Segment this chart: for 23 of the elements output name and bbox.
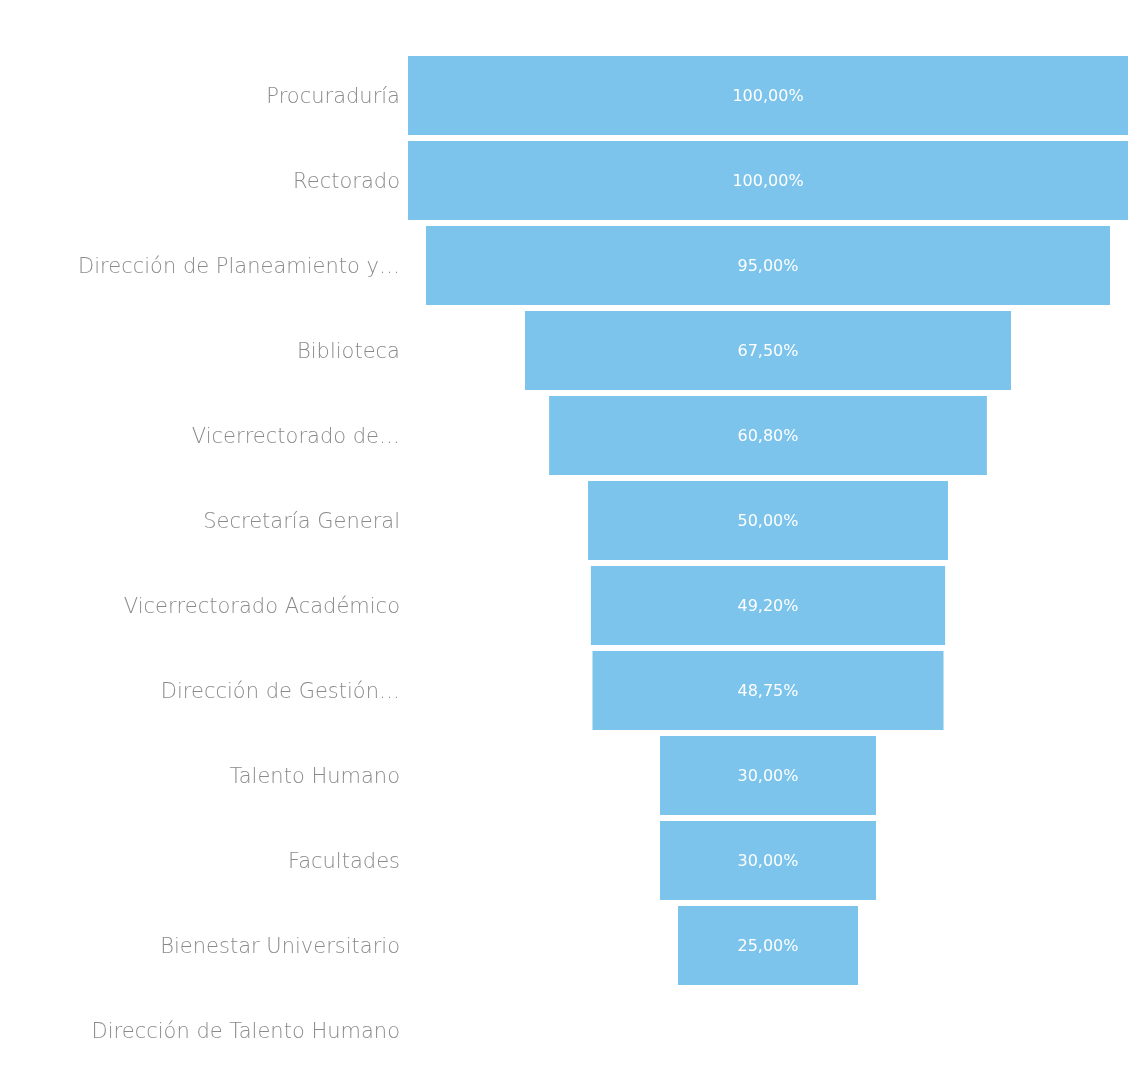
category-label: Secretaría General	[203, 508, 400, 533]
category-label: Dirección de Planeamiento y…	[78, 253, 400, 278]
category-label: Dirección de Gestión…	[160, 678, 400, 703]
category-label: Procuraduría	[266, 83, 400, 108]
data-label: 30,00%	[737, 851, 799, 870]
category-label: Talento Humano	[229, 763, 400, 788]
category-label: Rectorado	[293, 168, 400, 193]
category-label: Dirección de Talento Humano	[91, 1018, 400, 1043]
category-label: Vicerrectorado de…	[191, 423, 400, 448]
data-label: 95,00%	[737, 256, 799, 275]
data-label: 100,00%	[732, 86, 804, 105]
category-label: Vicerrectorado Académico	[123, 593, 400, 618]
category-label: Facultades	[287, 848, 400, 873]
category-label: Biblioteca	[296, 338, 400, 363]
category-label: Bienestar Universitario	[160, 933, 400, 958]
data-label: 60,80%	[737, 426, 799, 445]
data-label: 25,00%	[737, 936, 799, 955]
data-label: 30,00%	[737, 766, 799, 785]
data-label: 67,50%	[737, 341, 799, 360]
data-label: 50,00%	[737, 511, 799, 530]
data-label: 48,75%	[737, 681, 799, 700]
data-label: 49,20%	[737, 596, 799, 615]
data-label: 100,00%	[732, 171, 804, 190]
